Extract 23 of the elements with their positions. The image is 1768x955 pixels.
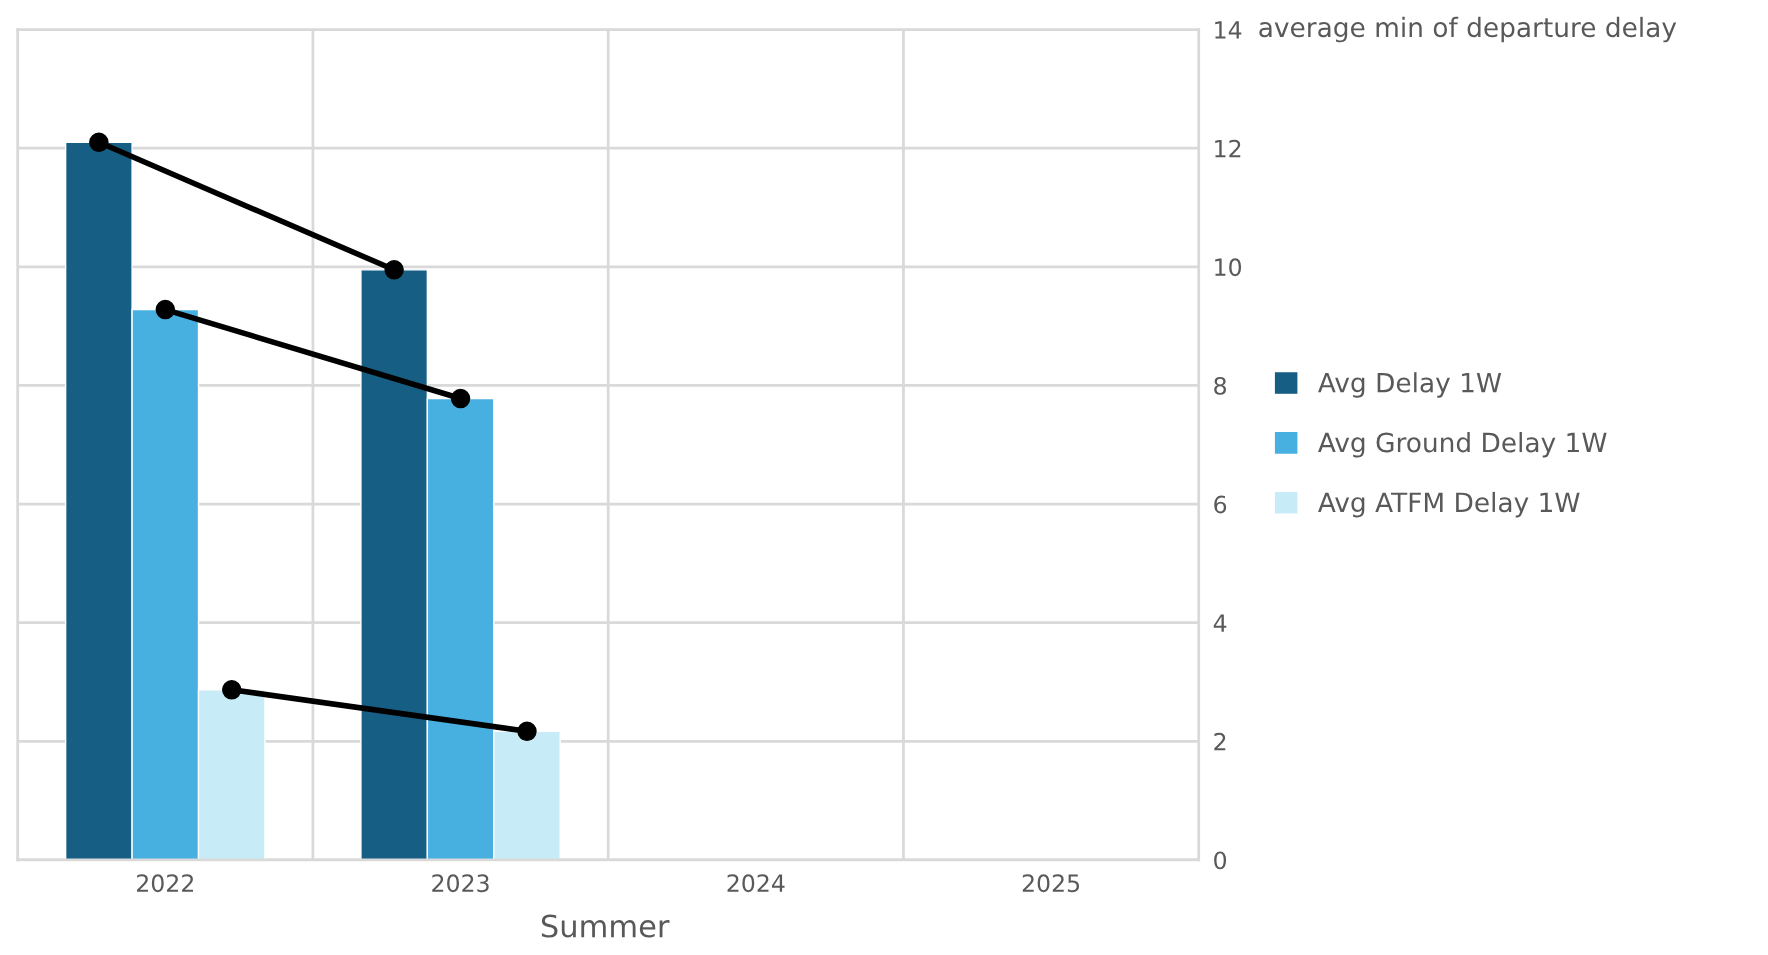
point bbox=[222, 680, 242, 700]
point bbox=[384, 260, 404, 280]
x-tick-label: 2022 bbox=[136, 874, 193, 893]
legend-label: Avg Delay 1W bbox=[1318, 372, 1502, 398]
y-tick-label: 2 bbox=[1214, 732, 1226, 751]
y-tick-label: 10 bbox=[1215, 258, 1242, 277]
x-tick-label: 2024 bbox=[727, 874, 785, 893]
point bbox=[517, 721, 537, 741]
x-axis-title: Summer bbox=[541, 914, 670, 938]
y-tick-label: 0 bbox=[1214, 851, 1227, 870]
y-tick-label: 14 bbox=[1215, 21, 1242, 39]
legend-label: Avg ATFM Delay 1W bbox=[1318, 491, 1580, 518]
point bbox=[155, 299, 176, 320]
y-tick-label: 8 bbox=[1214, 376, 1226, 395]
legend-label: Avg Ground Delay 1W bbox=[1318, 432, 1607, 458]
x-tick-label: 2023 bbox=[432, 874, 489, 893]
y-tick-label: 6 bbox=[1214, 495, 1227, 514]
y-axis-title: average min of departure delay bbox=[1259, 16, 1677, 43]
y-tick-label: 4 bbox=[1213, 614, 1227, 632]
point bbox=[450, 388, 471, 409]
x-tick-label: 2025 bbox=[1022, 874, 1080, 893]
point bbox=[89, 132, 109, 153]
y-tick-label: 12 bbox=[1215, 139, 1241, 158]
